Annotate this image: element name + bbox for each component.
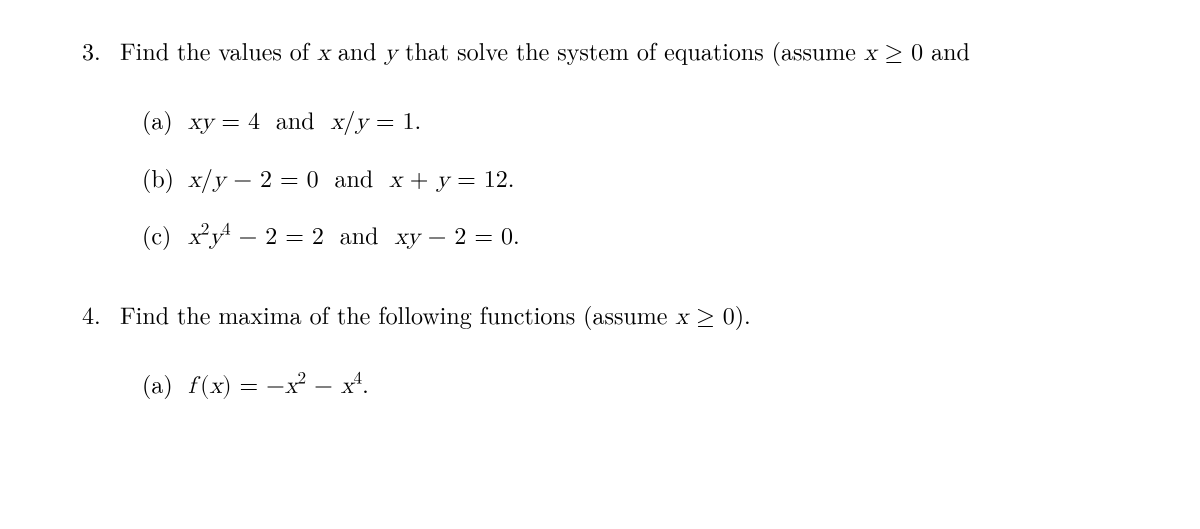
p3-cond: x ≥ 0 [864,41,923,65]
p4-t1: Find the maxima of the following functio… [120,297,675,331]
p3-t3: that solve the system of equations (assu… [397,33,864,67]
problem-3-head: 3. Find the values of x and y that solve… [82,34,1200,69]
p3-t2: and [330,33,385,67]
problem-3-items: (a) xy = 4 and x/y = 1. (b) x/y − 2 = 0 … [142,103,1200,253]
problem-3-item-b: (b) x/y − 2 = 0 and x + y = 12. [142,161,1200,196]
item-expr: f (x) = −x2 − x4. [188,370,369,402]
item-label: (a) [142,103,188,135]
problem-3-text: Find the values of x and y that solve th… [120,34,1200,69]
item-expr: x/y − 2 = 0 and x + y = 12. [188,164,514,196]
item-label: (a) [142,367,188,399]
problem-3-item-a: (a) xy = 4 and x/y = 1. [142,103,1200,138]
page: 3. Find the values of x and y that solve… [0,0,1200,529]
problem-4-number: 4. [82,298,120,330]
item-expr: x2y4 − 2 = 2 and xy − 2 = 0. [188,221,520,253]
item-label: (c) [142,218,188,250]
p3-var-x: x [317,41,330,65]
problem-4-head: 4. Find the maxima of the following func… [82,298,1200,333]
item-expr: xy = 4 and x/y = 1. [188,106,421,138]
problem-3-item-c: (c) x2y4 − 2 = 2 and xy − 2 = 0. [142,218,1200,253]
problem-4-text: Find the maxima of the following functio… [120,298,1200,333]
problem-4-item-a: (a) f (x) = −x2 − x4. [142,367,1200,402]
problem-4: 4. Find the maxima of the following func… [82,298,1200,403]
p4-cond: x ≥ 0 [675,305,734,329]
p3-var-y: y [385,41,398,65]
p3-t4: and [923,33,970,67]
problem-4-items: (a) f (x) = −x2 − x4. [142,367,1200,402]
item-label: (b) [142,161,188,193]
problem-3-number: 3. [82,34,120,66]
p3-t1: Find the values of [120,33,317,67]
p4-t2: ). [735,297,751,331]
problem-3: 3. Find the values of x and y that solve… [82,34,1200,254]
